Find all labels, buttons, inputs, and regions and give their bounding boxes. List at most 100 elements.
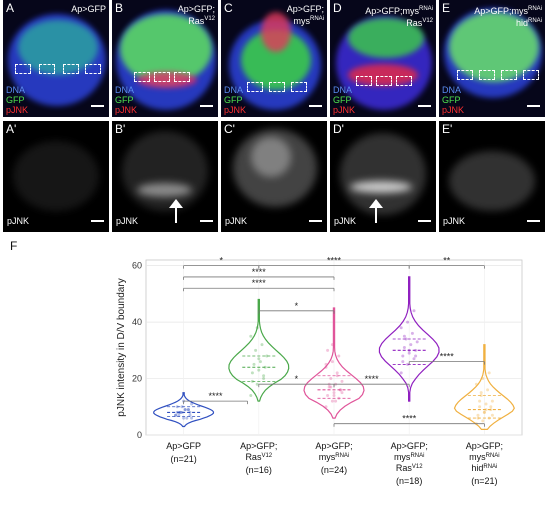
- data-point: [186, 408, 190, 412]
- significance-label: ****: [209, 391, 224, 401]
- micrograph-merged-e: E Ap>GFP;mysRNAi hidRNAi DNA GFP pJNK: [439, 0, 545, 117]
- data-point: [190, 402, 194, 406]
- stain-label-pjnk: pJNK: [116, 216, 139, 226]
- genotype-line: Ap>GFP;: [177, 4, 215, 14]
- data-point: [178, 410, 182, 414]
- data-point: [250, 371, 254, 375]
- data-point: [326, 348, 330, 352]
- arrow-icon: [169, 199, 183, 223]
- data-point: [257, 368, 261, 372]
- tissue-blob: [348, 18, 424, 58]
- roi-box: [15, 64, 31, 74]
- data-point: [262, 374, 266, 378]
- arrow-icon: [369, 199, 383, 223]
- data-point: [327, 385, 331, 389]
- stain-legend: DNA GFP pJNK: [6, 85, 28, 115]
- stain-label-dna: DNA: [442, 85, 462, 95]
- data-point: [257, 357, 261, 361]
- tissue-blob: [340, 133, 426, 215]
- genotype-label: Ap>GFP; RasV12: [178, 4, 215, 26]
- genotype-line: hidRNAi: [515, 18, 542, 28]
- data-point: [340, 391, 344, 395]
- data-point: [476, 413, 480, 417]
- scale-bar: [418, 105, 431, 107]
- data-point: [338, 388, 342, 392]
- data-point: [478, 405, 482, 409]
- data-point: [335, 374, 339, 378]
- data-point: [332, 393, 336, 397]
- sample-size-label: (n=24): [321, 465, 347, 475]
- data-point: [334, 399, 338, 403]
- sample-size-label: (n=18): [396, 476, 422, 486]
- genotype-line: Ap>GFP;mysRNAi: [365, 6, 433, 16]
- data-point: [490, 413, 494, 417]
- data-point: [481, 377, 485, 381]
- tissue-blob: [348, 64, 418, 86]
- y-tick-label: 20: [132, 374, 142, 384]
- data-point: [338, 388, 342, 392]
- roi-box: [269, 82, 285, 92]
- data-point: [183, 408, 187, 412]
- data-point: [180, 410, 184, 414]
- violin-chart: 0 20 40 60 pJNK intensity in D/V boundary Ap>…: [116, 256, 523, 486]
- data-point: [487, 371, 491, 375]
- sample-size-label: (n=16): [246, 465, 272, 475]
- scale-bar: [527, 105, 540, 107]
- stain-label-pjnk: pJNK: [443, 216, 466, 226]
- x-tick-label: Ap>GFP: [166, 441, 201, 451]
- data-point: [406, 320, 410, 324]
- data-point: [175, 405, 179, 409]
- y-tick-label: 0: [137, 430, 142, 440]
- data-point: [182, 416, 186, 420]
- data-point: [174, 413, 178, 417]
- panel-letter: B: [115, 1, 124, 15]
- stain-label-pjnk: pJNK: [7, 216, 30, 226]
- violin-0: [153, 392, 215, 428]
- data-point: [481, 419, 485, 423]
- data-point: [324, 365, 328, 369]
- stain-label-pjnk: pJNK: [225, 216, 248, 226]
- x-tick-label: Ap>GFP;: [391, 441, 428, 451]
- panel-letter-prime: E': [442, 122, 453, 136]
- tissue-blob: [137, 183, 192, 197]
- panel-letter: D: [333, 1, 342, 15]
- data-point: [474, 382, 478, 386]
- stain-legend: DNA GFP pJNK: [442, 85, 464, 115]
- significance-label: ****: [402, 414, 417, 424]
- x-tick-label: RasV12: [245, 452, 272, 462]
- genotype-label: Ap>GFP; mysRNAi: [287, 4, 324, 26]
- data-point: [340, 379, 344, 383]
- roi-box: [154, 72, 170, 82]
- genotype-line: Ap>GFP: [71, 4, 106, 14]
- stain-label-gfp: GFP: [442, 95, 461, 105]
- panel-letter-prime: A': [6, 122, 17, 136]
- data-point: [258, 360, 262, 364]
- data-point: [414, 354, 418, 358]
- data-point: [324, 362, 328, 366]
- genotype-line: RasV12: [406, 18, 433, 28]
- stain-label-gfp: GFP: [224, 95, 243, 105]
- data-point: [249, 334, 253, 338]
- violin-4: [453, 344, 515, 431]
- data-point: [265, 354, 269, 358]
- panel-letter-prime: C': [224, 122, 235, 136]
- micrograph-merged-d: D Ap>GFP;mysRNAi RasV12 DNA GFP pJNK: [330, 0, 436, 117]
- micrograph-pjnk-e: E' pJNK: [439, 121, 545, 232]
- data-point: [399, 326, 403, 330]
- data-point: [186, 408, 190, 412]
- roi-box: [501, 70, 517, 80]
- data-point: [482, 410, 486, 414]
- roi-box: [396, 76, 412, 86]
- data-point: [252, 362, 256, 366]
- data-point: [185, 416, 189, 420]
- data-point: [263, 365, 267, 369]
- data-point: [486, 388, 490, 392]
- data-point: [401, 360, 405, 364]
- data-point: [402, 346, 406, 349]
- x-tick-label: mysRNAi: [319, 452, 350, 462]
- data-point: [406, 362, 410, 366]
- roi-box: [291, 82, 307, 92]
- stain-label-pjnk: pJNK: [333, 105, 356, 115]
- data-point: [407, 348, 411, 352]
- significance-label: ****: [327, 256, 342, 266]
